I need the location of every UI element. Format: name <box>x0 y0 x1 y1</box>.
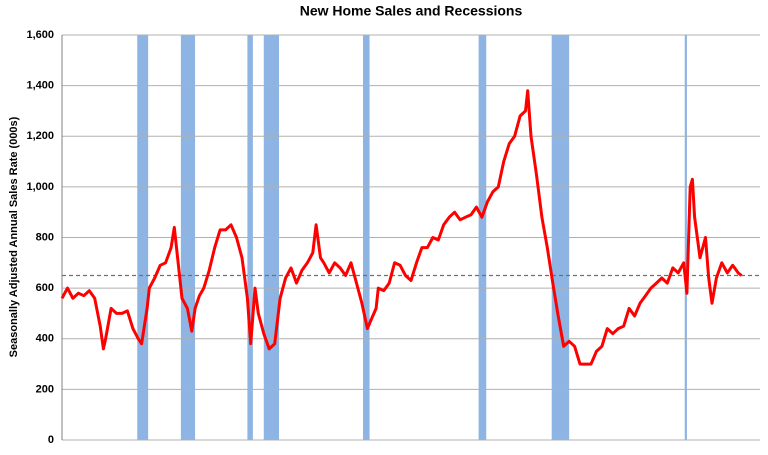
y-tick-label: 1,600 <box>26 29 54 41</box>
chart-title: New Home Sales and Recessions <box>300 3 523 19</box>
y-tick-label: 800 <box>36 231 54 243</box>
y-tick-label: 400 <box>36 333 54 345</box>
y-tick-label: 600 <box>36 282 54 294</box>
y-axis-label: Seasonally Adjusted Annual Sales Rate (0… <box>8 116 20 357</box>
y-tick-label: 1,200 <box>26 130 54 142</box>
y-tick-label: 0 <box>48 434 54 446</box>
data-line <box>60 89 743 366</box>
y-tick-label: 200 <box>36 383 54 395</box>
y-tick-label: 1,000 <box>26 181 54 193</box>
y-tick-label: 1,400 <box>26 80 54 92</box>
